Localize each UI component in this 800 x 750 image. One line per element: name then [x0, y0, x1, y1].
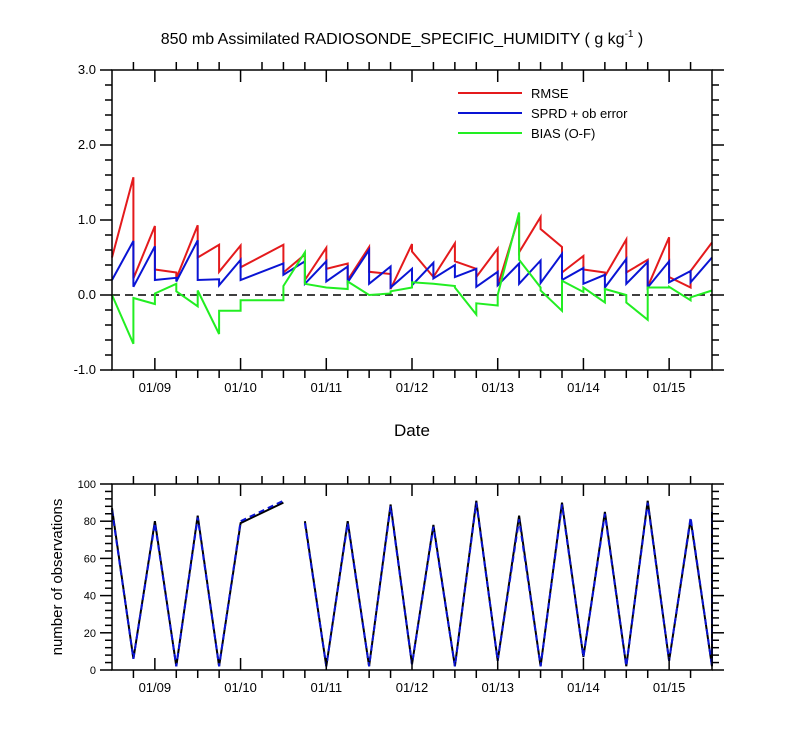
y-tick-label: -1.0	[74, 362, 96, 377]
x-tick-label: 01/14	[567, 680, 600, 695]
y-tick-label: 0	[90, 665, 96, 677]
y-tick-label: 2.0	[78, 137, 96, 152]
x-tick-label: 01/15	[653, 680, 686, 695]
x-tick-label: 01/15	[653, 380, 686, 395]
series-line-3	[111, 212, 713, 345]
series-line-1	[111, 176, 713, 290]
x-tick-label: 01/14	[567, 380, 600, 395]
legend-label-3: BIAS (O-F)	[531, 126, 595, 141]
chart-title: 850 mb Assimilated RADIOSONDE_SPECIFIC_H…	[161, 29, 644, 48]
y-tick-label: 40	[84, 591, 96, 603]
legend-label-2: SPRD + ob error	[531, 106, 628, 121]
y-tick-label: 100	[78, 479, 96, 491]
legend-label-1: RMSE	[531, 86, 569, 101]
x-axis-label: Date	[394, 421, 430, 440]
y-tick-label: 0.0	[78, 287, 96, 302]
x-tick-label: 01/10	[224, 680, 257, 695]
x-tick-label: 01/11	[310, 680, 342, 695]
x-tick-label: 01/13	[481, 380, 514, 395]
x-tick-label: 01/12	[396, 380, 429, 395]
x-tick-label: 01/09	[139, 680, 172, 695]
x-tick-label: 01/09	[139, 380, 172, 395]
x-tick-label: 01/10	[224, 380, 257, 395]
y-tick-label: 1.0	[78, 212, 96, 227]
y-tick-label: 20	[84, 628, 96, 640]
top-panel: 01/09 01/10 01/11 01/12 01/13 01/14 01/15 -1.0 0…	[74, 62, 724, 440]
x-tick-label: 01/11	[310, 380, 342, 395]
y-tick-label: 80	[84, 516, 96, 528]
x-tick-label: 01/12	[396, 680, 429, 695]
y-tick-label: 60	[84, 553, 96, 565]
x-tick-label: 01/13	[481, 680, 514, 695]
series-line-2	[111, 499, 713, 667]
y-axis-label: number of observations	[49, 499, 66, 656]
series-line-2	[111, 239, 713, 291]
legend: RMSE SPRD + ob error BIAS (O-F)	[458, 86, 628, 141]
bottom-panel: 01/09 01/10 01/11 01/12 01/13 01/14 01/15 0 20 40…	[49, 476, 724, 695]
y-tick-label: 3.0	[78, 62, 96, 77]
